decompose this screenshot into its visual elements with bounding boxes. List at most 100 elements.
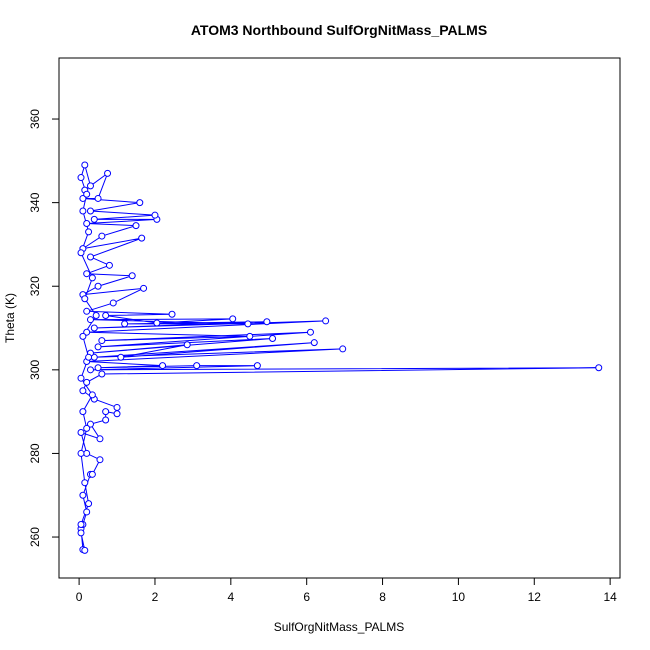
data-point [136, 199, 144, 207]
data-point [81, 546, 89, 554]
y-tick-label: 320 [28, 276, 42, 296]
data-point [102, 416, 110, 424]
y-tick-label: 260 [28, 527, 42, 547]
data-point [339, 345, 347, 353]
data-point [77, 520, 85, 528]
x-tick-label: 10 [452, 590, 466, 604]
y-tick-label: 360 [28, 109, 42, 129]
data-point [132, 222, 140, 230]
data-point [140, 284, 148, 292]
data-point [77, 529, 85, 537]
data-point [138, 234, 146, 242]
data-point [105, 261, 113, 269]
x-tick-label: 8 [379, 590, 386, 604]
data-point [98, 337, 106, 345]
data-point [90, 215, 98, 223]
data-point [96, 435, 104, 443]
data-point [79, 207, 87, 215]
data-point [85, 353, 93, 361]
data-point [269, 334, 277, 342]
data-point [94, 364, 102, 372]
data-point [263, 318, 271, 326]
data-point [79, 491, 87, 499]
x-tick-label: 2 [152, 590, 159, 604]
data-point [83, 307, 91, 315]
data-point [168, 310, 176, 318]
data-point [79, 194, 87, 202]
data-point [81, 295, 89, 303]
data-point [98, 232, 106, 240]
data-point [322, 317, 330, 325]
data-point [77, 374, 85, 382]
data-point [128, 272, 136, 280]
data-point [77, 249, 85, 257]
data-point [77, 174, 85, 182]
data-point [83, 424, 91, 432]
data-point [117, 353, 125, 361]
data-point [246, 332, 254, 340]
data-point [88, 470, 96, 478]
data-point [88, 274, 96, 282]
data-point [83, 449, 91, 457]
data-point [83, 378, 91, 386]
x-tick-label: 14 [603, 590, 617, 604]
data-point [229, 315, 237, 323]
data-point [94, 343, 102, 351]
data-point [86, 366, 94, 374]
data-point [86, 316, 94, 324]
data-point [183, 341, 191, 349]
data-point [90, 324, 98, 332]
data-point [109, 299, 117, 307]
data-point [104, 169, 112, 177]
data-point [153, 319, 161, 327]
data-point [81, 479, 89, 487]
data-point [88, 391, 96, 399]
data-point [86, 207, 94, 215]
data-point [151, 211, 159, 219]
data-point [83, 220, 91, 228]
x-tick-label: 12 [528, 590, 542, 604]
x-axis-label: SulfOrgNitMass_PALMS [274, 620, 404, 634]
data-point [79, 408, 87, 416]
data-point [113, 410, 121, 418]
data-point [92, 311, 100, 319]
x-tick-label: 6 [303, 590, 310, 604]
data-point [98, 370, 106, 378]
data-point [77, 429, 85, 437]
y-tick-label: 280 [28, 443, 42, 463]
y-tick-label: 340 [28, 192, 42, 212]
data-point [86, 253, 94, 261]
data-point [159, 362, 167, 370]
data-point [83, 508, 91, 516]
data-point [79, 387, 87, 395]
data-point [83, 328, 91, 336]
chart-title: ATOM3 Northbound SulfOrgNitMass_PALMS [191, 22, 487, 38]
data-point [253, 362, 261, 370]
data-point [306, 328, 314, 336]
y-tick-label: 300 [28, 360, 42, 380]
data-point [94, 194, 102, 202]
data-point [113, 403, 121, 411]
data-point [102, 311, 110, 319]
data-point [244, 320, 252, 328]
data-point [83, 190, 91, 198]
data-point [121, 320, 129, 328]
data-point [79, 332, 87, 340]
series-line [80, 163, 599, 552]
data-point [81, 161, 89, 169]
data-point [85, 228, 93, 236]
y-axis-label: Theta (K) [3, 293, 17, 343]
plot-frame [58, 57, 621, 579]
data-point [193, 362, 201, 370]
data-point [85, 500, 93, 508]
data-point [595, 364, 603, 372]
x-tick-label: 4 [227, 590, 234, 604]
x-tick-label: 0 [76, 590, 83, 604]
data-point [86, 182, 94, 190]
data-point [96, 456, 104, 464]
data-point [83, 270, 91, 278]
data-point [310, 339, 318, 347]
data-point [102, 408, 110, 416]
data-point [94, 282, 102, 290]
